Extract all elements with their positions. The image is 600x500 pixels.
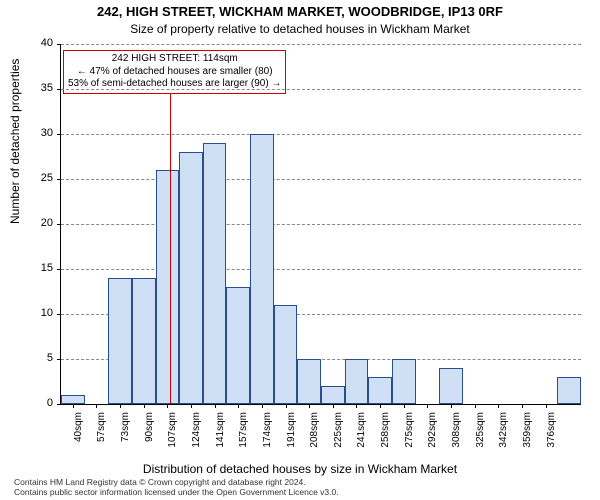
x-tick-label: 124sqm	[191, 412, 202, 462]
y-tick-label: 40	[23, 37, 53, 49]
y-tick-label: 15	[23, 262, 53, 274]
x-tick-label: 73sqm	[120, 412, 131, 462]
annotation-line1: 242 HIGH STREET: 114sqm	[68, 53, 281, 66]
x-tick	[333, 404, 334, 408]
x-tick-label: 208sqm	[309, 412, 320, 462]
y-tick	[57, 359, 61, 360]
x-tick	[546, 404, 547, 408]
marker-line	[170, 94, 171, 404]
x-tick-label: 275sqm	[404, 412, 415, 462]
x-tick	[427, 404, 428, 408]
x-tick	[96, 404, 97, 408]
x-tick-label: 174sqm	[262, 412, 273, 462]
histogram-bar	[439, 368, 463, 404]
x-tick-label: 258sqm	[380, 412, 391, 462]
x-tick-label: 141sqm	[215, 412, 226, 462]
x-tick-label: 157sqm	[238, 412, 249, 462]
x-tick	[380, 404, 381, 408]
y-tick-label: 5	[23, 352, 53, 364]
x-tick-label: 90sqm	[144, 412, 155, 462]
y-tick-label: 0	[23, 397, 53, 409]
gridline-h	[61, 224, 581, 225]
histogram-bar	[274, 305, 298, 404]
y-tick-label: 35	[23, 82, 53, 94]
gridline-h	[61, 134, 581, 135]
x-tick	[475, 404, 476, 408]
x-tick	[238, 404, 239, 408]
y-tick	[57, 404, 61, 405]
chart-container: { "chart": { "type": "histogram", "title…	[0, 0, 600, 500]
histogram-bar	[321, 386, 345, 404]
histogram-bar	[297, 359, 321, 404]
x-tick	[120, 404, 121, 408]
footer-line2: Contains public sector information licen…	[14, 488, 339, 498]
x-tick-label: 292sqm	[427, 412, 438, 462]
y-tick	[57, 269, 61, 270]
histogram-bar	[368, 377, 392, 404]
x-tick	[286, 404, 287, 408]
histogram-bar	[179, 152, 203, 404]
y-axis-title: Number of detached properties	[8, 59, 22, 224]
gridline-h	[61, 89, 581, 90]
x-tick-label: 359sqm	[522, 412, 533, 462]
x-tick-label: 40sqm	[73, 412, 84, 462]
y-tick	[57, 134, 61, 135]
gridline-h	[61, 179, 581, 180]
x-tick	[309, 404, 310, 408]
histogram-bar	[132, 278, 156, 404]
x-tick-label: 325sqm	[475, 412, 486, 462]
x-tick-label: 241sqm	[356, 412, 367, 462]
x-tick-label: 107sqm	[167, 412, 178, 462]
x-tick	[498, 404, 499, 408]
x-tick-label: 225sqm	[333, 412, 344, 462]
x-tick	[215, 404, 216, 408]
x-tick	[73, 404, 74, 408]
histogram-bar	[203, 143, 227, 404]
histogram-bar	[61, 395, 85, 404]
plot-area: 242 HIGH STREET: 114sqm ← 47% of detache…	[60, 44, 581, 405]
histogram-bar	[392, 359, 416, 404]
x-tick	[404, 404, 405, 408]
annotation-box: 242 HIGH STREET: 114sqm ← 47% of detache…	[63, 50, 286, 94]
histogram-bar	[250, 134, 274, 404]
x-tick	[191, 404, 192, 408]
x-tick	[144, 404, 145, 408]
y-tick	[57, 179, 61, 180]
histogram-bar	[156, 170, 180, 404]
y-tick	[57, 224, 61, 225]
histogram-bar	[108, 278, 132, 404]
chart-title-address: 242, HIGH STREET, WICKHAM MARKET, WOODBR…	[0, 4, 600, 19]
x-tick	[167, 404, 168, 408]
x-tick-label: 376sqm	[546, 412, 557, 462]
gridline-h	[61, 44, 581, 45]
x-axis-title: Distribution of detached houses by size …	[0, 462, 600, 476]
y-tick-label: 25	[23, 172, 53, 184]
footer-attribution: Contains HM Land Registry data © Crown c…	[14, 478, 339, 498]
x-tick	[262, 404, 263, 408]
x-tick	[522, 404, 523, 408]
histogram-bar	[345, 359, 369, 404]
y-tick-label: 10	[23, 307, 53, 319]
annotation-line2: ← 47% of detached houses are smaller (80…	[68, 66, 281, 79]
x-tick-label: 191sqm	[286, 412, 297, 462]
chart-subtitle: Size of property relative to detached ho…	[0, 22, 600, 36]
y-tick	[57, 89, 61, 90]
gridline-h	[61, 269, 581, 270]
histogram-bar	[557, 377, 581, 404]
y-tick-label: 20	[23, 217, 53, 229]
y-tick	[57, 314, 61, 315]
x-tick-label: 342sqm	[498, 412, 509, 462]
x-tick-label: 308sqm	[451, 412, 462, 462]
x-tick	[451, 404, 452, 408]
y-tick	[57, 44, 61, 45]
y-tick-label: 30	[23, 127, 53, 139]
x-tick-label: 57sqm	[96, 412, 107, 462]
x-tick	[356, 404, 357, 408]
histogram-bar	[226, 287, 250, 404]
